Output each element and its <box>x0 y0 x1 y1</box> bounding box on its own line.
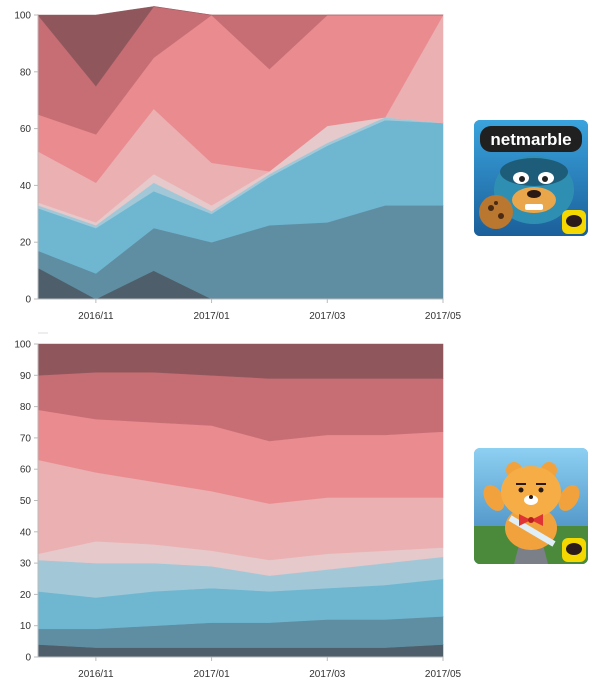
chart-2-area-9 <box>37 343 444 379</box>
chart-1-ytick-label: 40 <box>20 181 32 192</box>
chart-1: 0 20 40 60 80 100 2016/11 2017/01 2017/03 2017/05 <box>14 6 462 322</box>
chart-2-ytick-label: 30 <box>20 559 32 570</box>
chart-2-ytick-label: 20 <box>20 590 32 601</box>
chart-1-area-9 <box>37 6 443 87</box>
chart-2-ytick-label: 40 <box>20 527 32 538</box>
chart-2-ytick-label: 60 <box>20 465 32 476</box>
chart-1-xtick-label: 2017/01 <box>193 311 230 322</box>
chart-2-xtick-label: 2016/11 <box>78 669 114 680</box>
chart-1-ytick-label: 100 <box>14 11 31 22</box>
chart-2-ytick-label: 70 <box>20 433 32 444</box>
chart-1-xtick-label: 2017/03 <box>309 311 346 322</box>
chart-1-ytick-label: 80 <box>20 67 32 78</box>
chart-2-ytick-label: 50 <box>20 496 32 507</box>
chart-2-ytick-label: 80 <box>20 402 32 413</box>
chart-1-ytick-label: 20 <box>20 238 32 249</box>
ryan-icon-art <box>474 448 588 564</box>
chart-2-ytick-label: 0 <box>25 653 31 664</box>
chart-1-xtick-label: 2017/05 <box>425 311 462 322</box>
chart-1-xtick-label: 2016/11 <box>78 311 114 322</box>
chart-2-xtick-label: 2017/03 <box>309 669 346 680</box>
chart-2-xtick-label: 2017/01 <box>193 669 230 680</box>
chart-2-ytick-label: 90 <box>20 371 32 382</box>
chart-2-ytick-label: 100 <box>14 340 31 351</box>
chart-2: 0 10 20 30 40 50 60 70 80 90 100 2016/11 2017/01 2017… <box>14 340 461 681</box>
netmarble-game-icon: netmarble <box>474 120 588 236</box>
chart-2-xtick-label: 2017/05 <box>425 669 462 680</box>
chart-1-ytick-label: 0 <box>25 295 31 306</box>
kakao-ryan-game-icon <box>474 448 588 564</box>
netmarble-icon-art: netmarble <box>474 120 588 236</box>
chart-2-ytick-label: 10 <box>20 621 32 632</box>
netmarble-logo-text: netmarble <box>490 130 571 149</box>
chart-1-ytick-label: 60 <box>20 124 32 135</box>
